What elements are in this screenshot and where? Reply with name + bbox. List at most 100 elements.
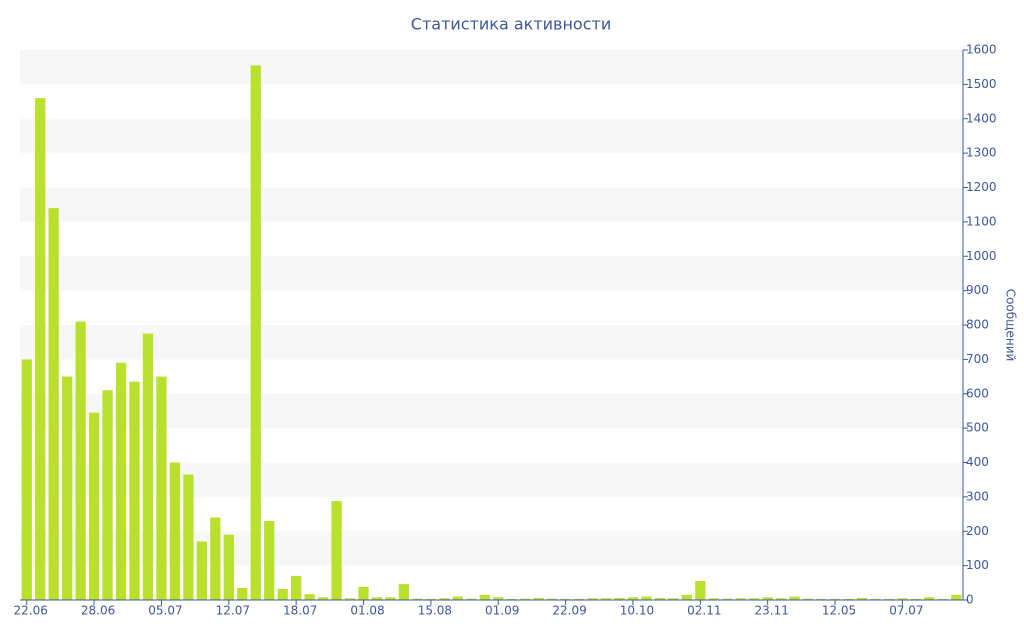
bar bbox=[344, 598, 356, 600]
bar bbox=[520, 598, 531, 600]
bar bbox=[264, 520, 275, 600]
bar bbox=[883, 598, 895, 600]
bar bbox=[843, 598, 854, 600]
x-tick-label: 01.08 bbox=[350, 604, 384, 618]
bar bbox=[762, 597, 773, 600]
bar bbox=[317, 597, 329, 600]
bar bbox=[816, 598, 827, 600]
bar bbox=[331, 501, 342, 600]
bar bbox=[479, 594, 490, 600]
bar bbox=[196, 541, 207, 600]
bar bbox=[641, 596, 652, 600]
y-tick-label: 1100 bbox=[966, 214, 997, 228]
x-tick-label: 05.07 bbox=[148, 604, 182, 618]
bar bbox=[776, 598, 787, 600]
bar bbox=[668, 598, 679, 600]
bar bbox=[62, 376, 73, 600]
bar bbox=[142, 333, 154, 600]
bar bbox=[708, 598, 719, 600]
x-tick-label: 23.11 bbox=[754, 604, 788, 618]
bar bbox=[250, 65, 261, 600]
bar bbox=[870, 598, 881, 600]
chart-title: Статистика активности bbox=[411, 15, 611, 34]
bar bbox=[75, 321, 86, 600]
bar bbox=[735, 598, 746, 600]
grid-band bbox=[20, 325, 963, 360]
bar bbox=[547, 598, 558, 600]
y-tick-label: 1200 bbox=[966, 180, 997, 194]
y-tick-label: 700 bbox=[966, 352, 989, 366]
y-tick-label: 1400 bbox=[966, 111, 997, 125]
bar bbox=[951, 594, 962, 600]
bar bbox=[169, 462, 181, 600]
bar bbox=[722, 598, 733, 600]
y-tick-label: 800 bbox=[966, 318, 989, 332]
bar bbox=[358, 586, 369, 600]
grid-band bbox=[20, 50, 963, 85]
bar bbox=[183, 474, 194, 600]
bar bbox=[102, 390, 113, 600]
y-tick-label: 1500 bbox=[966, 77, 997, 91]
bar bbox=[681, 594, 692, 600]
x-tick-label: 22.06 bbox=[14, 604, 48, 618]
x-tick-label: 15.08 bbox=[418, 604, 452, 618]
y-tick-label: 1600 bbox=[966, 43, 997, 57]
bar bbox=[802, 598, 814, 600]
y-tick-label: 500 bbox=[966, 421, 989, 435]
bar bbox=[493, 597, 504, 600]
x-tick-label: 22.09 bbox=[552, 604, 586, 618]
bar bbox=[829, 598, 841, 600]
bar bbox=[789, 596, 800, 600]
bar bbox=[385, 597, 396, 600]
bar bbox=[115, 362, 127, 600]
y-tick-label: 0 bbox=[966, 593, 974, 607]
grid-band bbox=[20, 187, 963, 222]
grid-band bbox=[20, 256, 963, 291]
x-tick-label: 02.11 bbox=[687, 604, 721, 618]
x-tick-label: 07.07 bbox=[889, 604, 923, 618]
x-tick-label: 12.07 bbox=[216, 604, 250, 618]
bar bbox=[304, 594, 315, 600]
y-tick-label: 600 bbox=[966, 386, 989, 400]
x-tick-label: 12.05 bbox=[822, 604, 856, 618]
x-tick-label: 28.06 bbox=[81, 604, 115, 618]
bar bbox=[910, 598, 921, 600]
bar bbox=[654, 597, 666, 600]
x-tick-label: 01.09 bbox=[485, 604, 519, 618]
bar bbox=[21, 359, 32, 600]
y-tick-label: 400 bbox=[966, 455, 989, 469]
bar bbox=[129, 381, 140, 600]
bar bbox=[398, 584, 410, 600]
bar bbox=[210, 517, 221, 600]
x-tick-label: 18.07 bbox=[283, 604, 317, 618]
bar bbox=[412, 598, 423, 600]
bar bbox=[466, 598, 477, 600]
bar bbox=[506, 598, 517, 600]
bar bbox=[439, 598, 450, 600]
bar bbox=[924, 597, 935, 600]
y-tick-label: 300 bbox=[966, 489, 989, 503]
y-tick-label: 100 bbox=[966, 558, 989, 572]
x-tick-label: 10.10 bbox=[620, 604, 654, 618]
y-tick-label: 200 bbox=[966, 524, 989, 538]
bar bbox=[35, 98, 46, 600]
bar bbox=[856, 597, 868, 600]
y-axis-label: Сообщений bbox=[1004, 289, 1018, 362]
bar bbox=[614, 597, 625, 600]
bar bbox=[452, 596, 463, 600]
bar bbox=[425, 598, 436, 600]
bar bbox=[237, 587, 248, 600]
grid-band bbox=[20, 118, 963, 154]
y-tick-label: 1000 bbox=[966, 249, 997, 263]
bar bbox=[291, 575, 302, 600]
grid-band bbox=[20, 393, 963, 429]
bar bbox=[223, 534, 234, 600]
bar bbox=[371, 597, 383, 600]
bar bbox=[156, 376, 167, 600]
bar bbox=[560, 598, 571, 600]
bar bbox=[533, 597, 544, 600]
bar bbox=[587, 598, 598, 600]
y-tick-label: 1300 bbox=[966, 146, 997, 160]
